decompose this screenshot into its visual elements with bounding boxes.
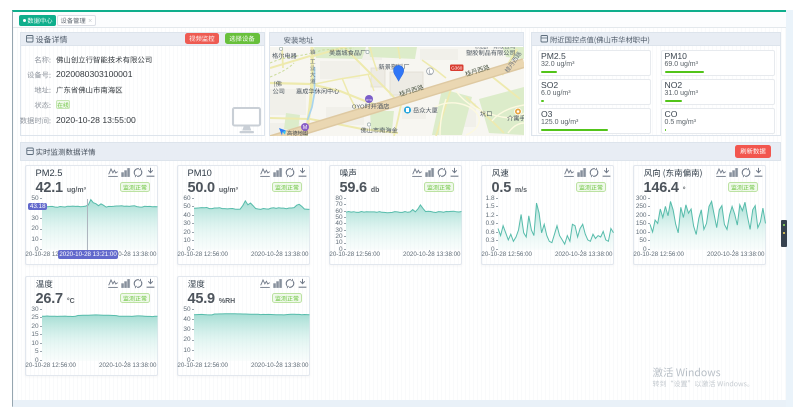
svg-text:G360: G360 [451, 65, 463, 70]
svg-text:M: M [303, 125, 307, 131]
svg-text:L: L [428, 69, 431, 75]
svg-text:OYO: OYO [366, 97, 372, 101]
svg-text:OYO: OYO [352, 104, 365, 110]
